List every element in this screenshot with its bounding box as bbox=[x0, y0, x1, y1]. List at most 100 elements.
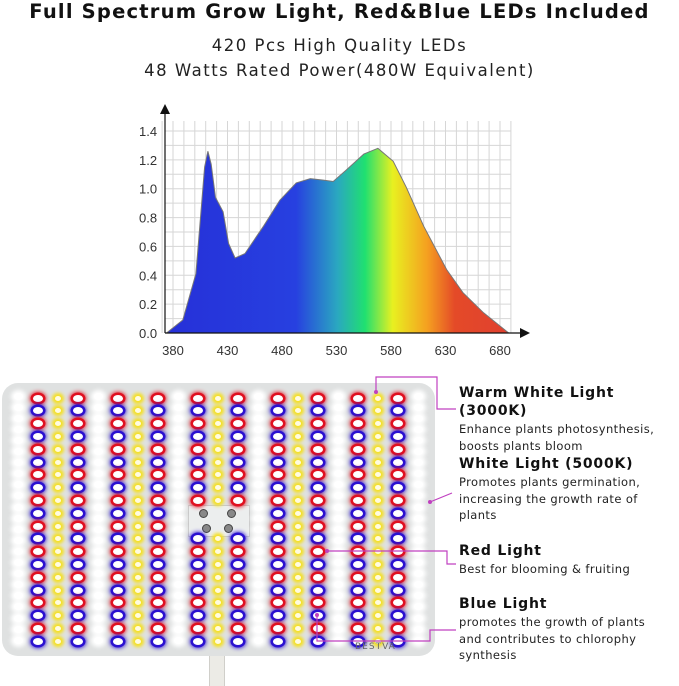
white-led bbox=[173, 581, 183, 589]
red-led bbox=[73, 471, 83, 479]
white-led bbox=[13, 581, 23, 589]
red-led bbox=[113, 420, 123, 428]
x-axis-arrow bbox=[520, 328, 530, 338]
blue-led bbox=[313, 509, 323, 517]
white-led bbox=[13, 436, 23, 444]
white-led bbox=[333, 625, 343, 633]
warm-white-led bbox=[295, 510, 301, 516]
white-led bbox=[173, 481, 183, 489]
red-led bbox=[113, 573, 123, 581]
white-led bbox=[93, 514, 103, 522]
warm-white-led bbox=[295, 613, 301, 619]
label-line: increasing the growth rate of bbox=[459, 491, 638, 506]
red-led bbox=[313, 573, 323, 581]
blue-led bbox=[33, 535, 43, 543]
white-led bbox=[173, 592, 183, 600]
y-tick-label: 1.2 bbox=[139, 153, 157, 168]
red-led bbox=[233, 420, 243, 428]
blue-led bbox=[273, 509, 283, 517]
red-led bbox=[353, 496, 363, 504]
white-led bbox=[253, 392, 263, 400]
white-led bbox=[93, 414, 103, 422]
white-led bbox=[93, 614, 103, 622]
y-tick-label: 0.2 bbox=[139, 297, 157, 312]
blue-led bbox=[153, 560, 163, 568]
x-tick-label: 380 bbox=[162, 343, 184, 358]
white-led bbox=[333, 503, 343, 511]
blue-led bbox=[113, 637, 123, 645]
red-led bbox=[193, 573, 203, 581]
warm-white-led bbox=[295, 408, 301, 414]
red-led bbox=[153, 573, 163, 581]
x-tick-label: 530 bbox=[326, 343, 348, 358]
white-led bbox=[253, 414, 263, 422]
white-led bbox=[13, 403, 23, 411]
red-led bbox=[153, 522, 163, 530]
blue-led bbox=[193, 432, 203, 440]
warm-white-led bbox=[135, 395, 141, 401]
white-led bbox=[13, 425, 23, 433]
warm-white-led bbox=[215, 472, 221, 478]
red-led bbox=[393, 471, 403, 479]
red-led bbox=[33, 624, 43, 632]
warm-white-led bbox=[295, 485, 301, 491]
blue-led bbox=[33, 458, 43, 466]
blue-led bbox=[153, 407, 163, 415]
white-led bbox=[173, 470, 183, 478]
white-led bbox=[253, 559, 263, 566]
screw-icon bbox=[224, 524, 233, 533]
blue-led bbox=[313, 432, 323, 440]
white-led bbox=[93, 636, 103, 644]
red-led bbox=[153, 445, 163, 453]
white-led bbox=[173, 603, 183, 611]
blue-led bbox=[393, 535, 403, 543]
white-led bbox=[333, 425, 343, 433]
white-led bbox=[413, 492, 423, 500]
white-led bbox=[93, 425, 103, 433]
warm-white-led bbox=[55, 587, 61, 593]
warm-white-led bbox=[295, 497, 301, 503]
warm-white-led bbox=[215, 433, 221, 439]
blue-led bbox=[353, 458, 363, 466]
white-led bbox=[333, 581, 343, 589]
blue-led bbox=[233, 637, 243, 645]
blue-led bbox=[273, 535, 283, 543]
red-led bbox=[73, 548, 83, 556]
warm-white-led bbox=[375, 446, 381, 452]
white-led bbox=[13, 603, 23, 611]
white-led bbox=[13, 625, 23, 633]
warm-white-led bbox=[215, 574, 221, 580]
white-led bbox=[333, 547, 343, 555]
white-led bbox=[333, 592, 343, 600]
red-led bbox=[313, 445, 323, 453]
white-led bbox=[93, 470, 103, 478]
blue-led bbox=[273, 560, 283, 568]
white-led bbox=[413, 614, 423, 622]
blue-led bbox=[153, 458, 163, 466]
warm-white-led bbox=[55, 561, 61, 567]
white-led bbox=[173, 448, 183, 455]
warm-white-led bbox=[375, 625, 381, 631]
warm-white-led bbox=[55, 549, 61, 555]
red-led bbox=[113, 599, 123, 607]
blue-led bbox=[33, 509, 43, 517]
white-led bbox=[93, 503, 103, 511]
blue-led bbox=[153, 637, 163, 645]
warm-white-led bbox=[135, 613, 141, 619]
red-led bbox=[353, 420, 363, 428]
warm-white-led bbox=[295, 523, 301, 529]
white-led bbox=[173, 403, 183, 411]
blue-led bbox=[353, 509, 363, 517]
white-led bbox=[173, 436, 183, 444]
warm-white-led bbox=[375, 587, 381, 593]
warm-white-led bbox=[215, 446, 221, 452]
screw-icon bbox=[202, 524, 211, 533]
red-led bbox=[113, 624, 123, 632]
blue-led bbox=[113, 560, 123, 568]
warm-white-led bbox=[135, 459, 141, 465]
warm-white-led bbox=[55, 433, 61, 439]
hanging-stand bbox=[209, 656, 225, 686]
red-led bbox=[233, 496, 243, 504]
warm-white-led bbox=[135, 510, 141, 516]
blue-led bbox=[33, 637, 43, 645]
